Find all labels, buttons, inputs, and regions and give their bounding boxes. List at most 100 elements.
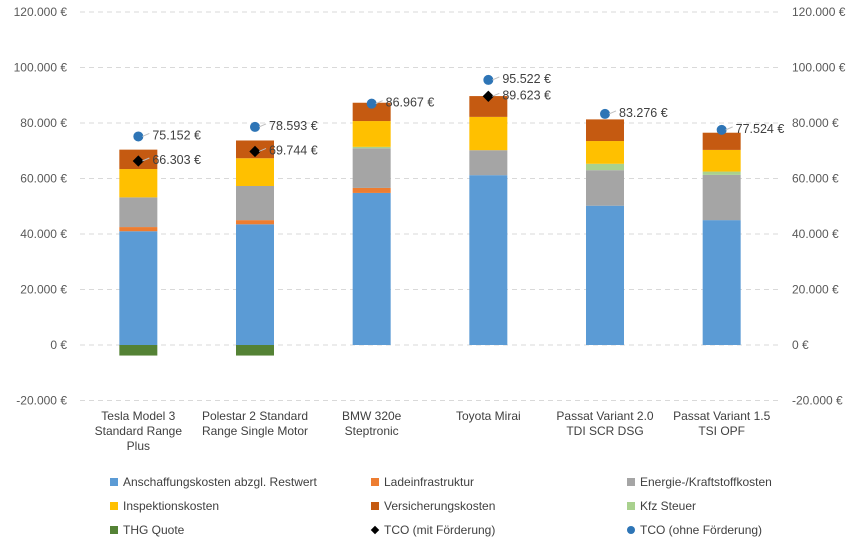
legend-swatch (371, 478, 379, 486)
gridlines (80, 11, 780, 401)
legend-swatch (370, 525, 380, 535)
tco-ohne-foerderung-marker (483, 74, 494, 85)
data-label: 69.744 € (269, 143, 318, 157)
legend-swatch (627, 526, 635, 534)
bar-segment (469, 175, 508, 345)
bar-segment (702, 171, 741, 175)
bar-segment (586, 205, 624, 345)
category-label: Range Single Motor (202, 424, 308, 438)
label-leader (142, 157, 150, 162)
legend-swatch (110, 526, 118, 534)
data-label: 95.522 € (502, 72, 551, 86)
data-label: 86.967 € (386, 96, 435, 110)
category-label: Passat Variant 1.5 (673, 409, 770, 423)
bar-segment (702, 132, 741, 150)
y-tick-label-right: -20.000 € (792, 394, 843, 408)
label-leader (258, 123, 267, 128)
bar-segment (586, 119, 624, 142)
legend-swatch (110, 502, 118, 510)
label-leader (258, 148, 267, 152)
legend-swatch (627, 502, 635, 510)
bar-segment (119, 345, 158, 356)
legend-swatch (371, 502, 379, 510)
bar-segment (236, 224, 274, 345)
legend: Anschaffungskosten abzgl. Restwert Ladein… (110, 475, 772, 537)
tco-mit-foerderung-marker (249, 145, 261, 158)
legend-label: Inspektionskosten (123, 499, 219, 513)
y-tick-label-left: -20.000 € (16, 394, 67, 408)
data-label: 83.276 € (619, 106, 668, 120)
label-leader (375, 100, 383, 105)
label-leader (492, 76, 500, 81)
bar-segment (586, 141, 624, 164)
y-tick-label-right: 40.000 € (792, 227, 839, 241)
y-tick-label-left: 40.000 € (20, 227, 67, 241)
bar-segment (469, 96, 508, 117)
y-tick-label-left: 0 € (50, 338, 67, 352)
category-label: Steptronic (345, 424, 399, 438)
category-label: Plus (127, 439, 150, 453)
category-label: BMW 320e (342, 409, 402, 423)
legend-label: Versicherungskosten (384, 499, 495, 513)
legend-label: Kfz Steuer (640, 499, 696, 513)
bar-segment (119, 169, 158, 198)
bar-segment (352, 121, 391, 147)
y-tick-label-left: 120.000 € (14, 5, 68, 19)
tco-markers: 66.303 € 69.744 € 89.623 € 75.152 € 78.593 €… (132, 72, 785, 167)
bar-segment (119, 227, 158, 232)
y-tick-label-left: 100.000 € (14, 61, 68, 75)
bar-segment (119, 197, 158, 228)
legend-label: Anschaffungskosten abzgl. Restwert (123, 475, 318, 489)
bar-segment (352, 102, 391, 122)
bar-segment (352, 187, 391, 193)
y-tick-label-left: 20.000 € (20, 283, 67, 297)
legend-label: Energie-/Kraftstoffkosten (640, 475, 772, 489)
data-label: 66.303 € (152, 153, 201, 167)
category-label: Polestar 2 Standard (202, 409, 308, 423)
bar-segment (236, 220, 274, 225)
y-tick-label-right: 100.000 € (792, 61, 846, 75)
y-tick-label-left: 80.000 € (20, 116, 67, 130)
bar-segment (352, 148, 391, 188)
tco-ohne-foerderung-marker (600, 108, 610, 119)
legend-label: Ladeinfrastruktur (384, 475, 474, 489)
y-axis-left: -20.000 € 0 € 20.000 € 40.000 € 60.000 € 80.0… (14, 5, 68, 408)
label-leader (608, 110, 617, 115)
data-label: 77.524 € (736, 122, 785, 136)
category-label: Tesla Model 3 (101, 409, 175, 423)
y-axis-right: -20.000 € 0 € 20.000 € 40.000 € 60.000 € 80.0… (792, 5, 846, 408)
bar-segment (586, 163, 624, 171)
legend-label: TCO (mit Förderung) (384, 523, 495, 537)
tco-mit-foerderung-marker (132, 155, 144, 167)
bar-segment (702, 174, 741, 221)
legend-label: THG Quote (123, 523, 185, 537)
y-tick-label-right: 0 € (792, 338, 809, 352)
bar-segment (586, 170, 624, 206)
y-tick-label-right: 60.000 € (792, 172, 839, 186)
label-leader (492, 92, 500, 97)
data-label: 89.623 € (502, 88, 551, 102)
stacked-bars (119, 96, 741, 356)
bar-segment (702, 149, 741, 172)
legend-swatch (627, 478, 635, 486)
y-tick-label-right: 80.000 € (792, 116, 839, 130)
category-label: Standard Range (95, 424, 183, 438)
tco-ohne-foerderung-marker (250, 121, 260, 132)
bar-segment (236, 158, 274, 186)
y-tick-label-left: 60.000 € (20, 172, 67, 186)
data-label: 75.152 € (152, 128, 201, 142)
bar-segment (352, 146, 391, 149)
bar-segment (469, 116, 508, 151)
category-label: TDI SCR DSG (566, 424, 643, 438)
category-label: TSI OPF (698, 424, 745, 438)
tco-ohne-foerderung-marker (366, 98, 377, 109)
legend-swatch (110, 478, 118, 486)
label-leader (142, 132, 150, 137)
tco-ohne-foerderung-marker (133, 131, 144, 142)
bar-segment (469, 150, 508, 176)
bar-segment (352, 192, 391, 345)
legend-label: TCO (ohne Förderung) (640, 523, 762, 537)
label-leader (725, 126, 733, 131)
